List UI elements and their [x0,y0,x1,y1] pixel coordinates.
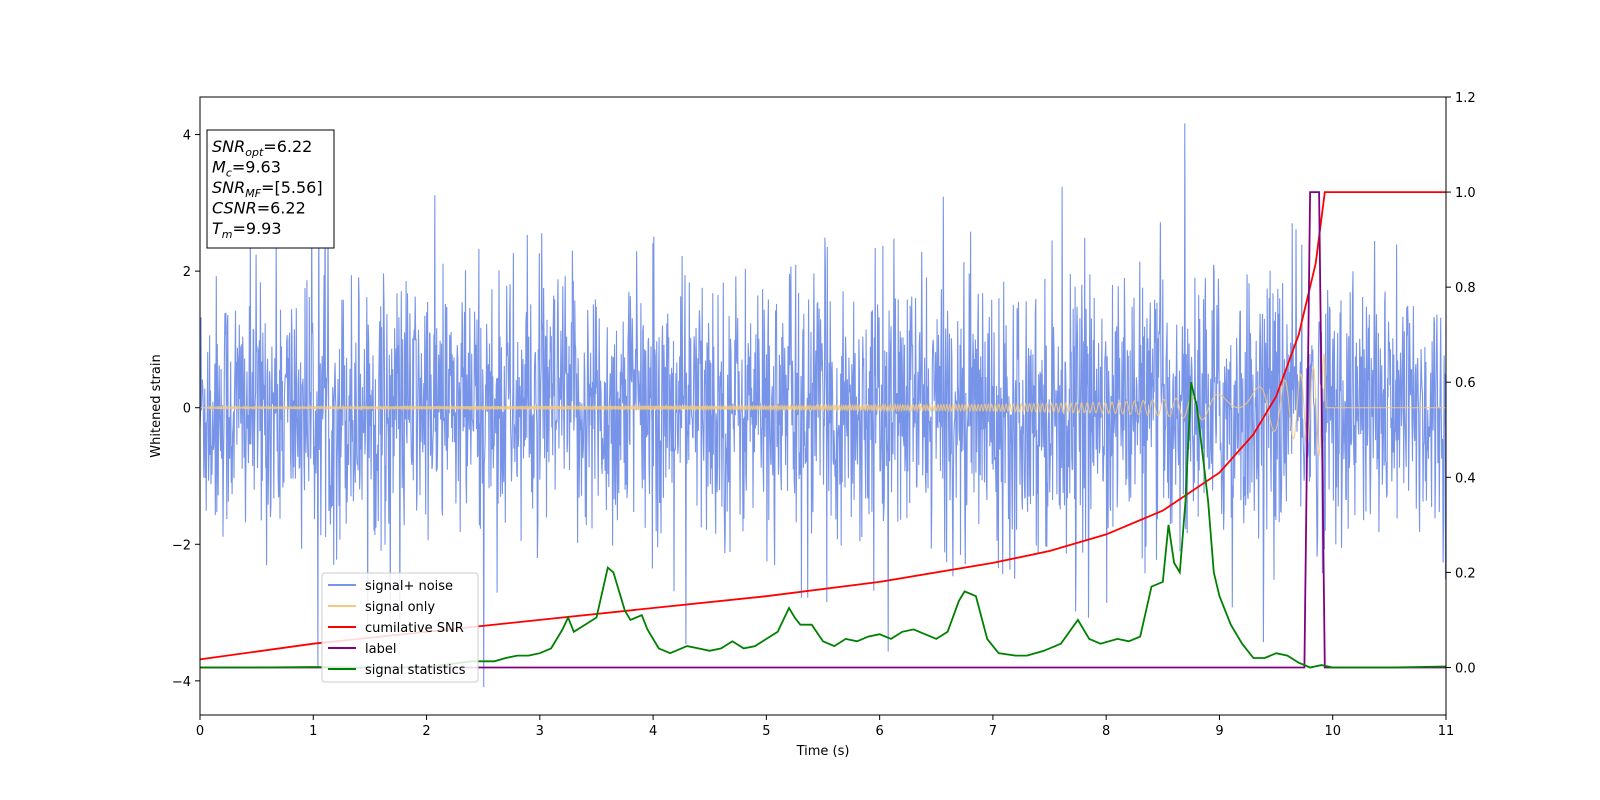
x-tick-label: 11 [1438,724,1455,739]
y-left-tick-label: 0 [183,402,191,417]
y-right-tick-label: 0.0 [1455,661,1476,676]
x-tick-label: 8 [1102,724,1110,739]
x-tick-label: 4 [649,724,657,739]
info-box-frame [206,129,335,249]
x-tick-label: 10 [1324,724,1341,739]
x-tick-label: 3 [536,724,544,739]
y-axis-right: 1.2 1.0 0.8 0.6 0.4 0.2 0.0 [1446,91,1476,676]
info-line: SNRopt=6.22 [212,137,312,159]
x-tick-label: 0 [196,724,204,739]
y-left-tick-label: 2 [183,265,191,280]
x-tick-label: 7 [989,724,997,739]
y-left-tick-label: 4 [183,129,191,144]
y-right-tick-label: 1.2 [1455,91,1476,106]
x-tick-label: 1 [309,724,317,739]
signal-noise-series [199,123,1447,688]
legend-frame [321,572,479,683]
legend-label: label [365,642,396,657]
signal-only-line [200,352,1446,458]
y-right-tick-label: 0.6 [1455,376,1476,391]
y-right-tick-label: 0.2 [1455,566,1476,581]
cumilative-snr-line [199,191,1446,661]
x-tick-label: 9 [1215,724,1223,739]
legend: signal+ noise signal only cumilative SNR la… [321,572,479,683]
legend-label: cumilative SNR [365,621,464,636]
y-right-tick-label: 0.4 [1455,471,1476,486]
y-axis-left: 4 2 0 −2 −4 [172,129,200,690]
info-line: CSNR=6.22 [212,199,306,218]
legend-label: signal only [365,600,435,615]
x-tick-label: 5 [762,724,770,739]
info-line: Tm=9.93 [212,219,282,241]
y-right-tick-label: 1.0 [1455,186,1476,201]
label-line [200,191,1446,669]
info-line: SNRMF=[5.56] [212,178,323,200]
signal-only-series [200,352,1446,458]
x-tick-label: 2 [422,724,430,739]
x-tick-label: 6 [875,724,883,739]
y-left-tick-label: −2 [172,538,191,553]
info-box: SNRopt=6.22Mc=9.63SNRMF=[5.56]CSNR=6.22T… [206,129,335,249]
signal-statistics-line [200,381,1447,669]
y-right-tick-label: 0.8 [1455,281,1476,296]
x-axis: 0 1 2 3 4 5 6 7 8 9 10 11 [196,715,1454,739]
overlay-series [199,191,1447,669]
y-left-tick-label: −4 [172,675,191,690]
legend-label: signal statistics [365,663,466,678]
signal-noise-line [199,123,1447,688]
plot-frame [199,96,1447,716]
info-line: Mc=9.63 [212,158,281,180]
y-axis-label: Whitened strain [149,354,164,457]
legend-label: signal+ noise [365,579,453,594]
x-axis-label: Time (s) [796,744,850,759]
